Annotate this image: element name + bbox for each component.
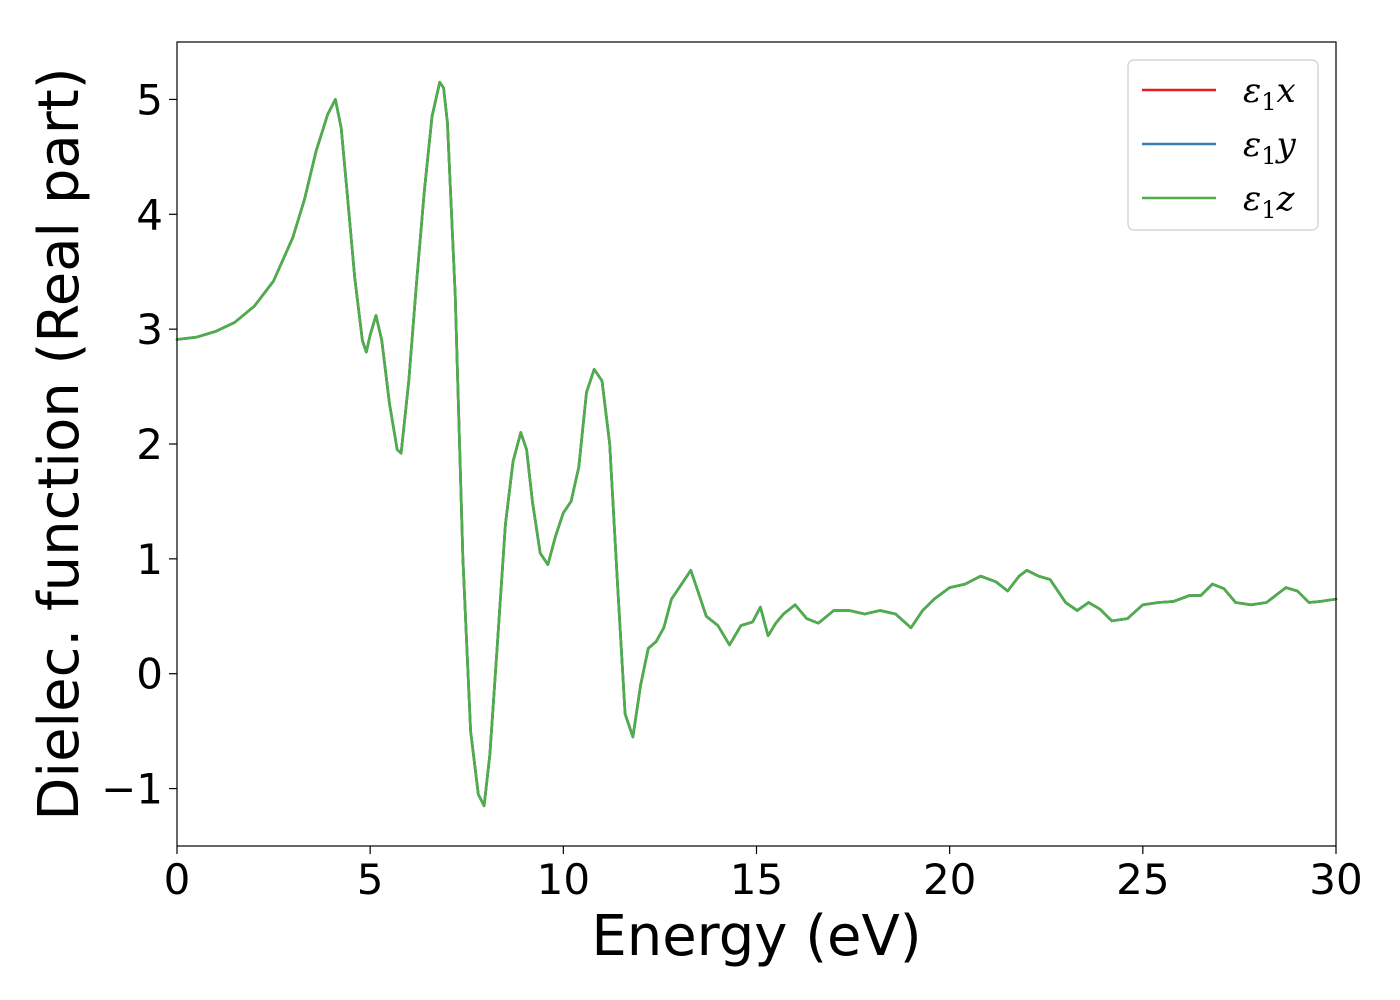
x-tick-label: 25 (1116, 855, 1169, 904)
series-layer (175, 80, 1338, 808)
legend: ε1x ε1y ε1z (1127, 59, 1319, 231)
legend-label-3: ε1z (1243, 179, 1296, 224)
x-tick-label: 15 (730, 855, 783, 904)
y-tick-label: 1 (136, 535, 163, 584)
y-axis-title: Dielec. function (Real part) (27, 67, 92, 820)
x-axis-ticks: 0 5 10 15 20 25 30 (164, 846, 1363, 904)
x-tick-label: 30 (1309, 855, 1362, 904)
y-tick-label: 0 (136, 650, 163, 699)
y-tick-label: 5 (136, 75, 163, 124)
y-tick-label: 2 (136, 420, 163, 469)
legend-label-2: ε1y (1243, 125, 1297, 170)
x-tick-label: 5 (357, 855, 384, 904)
x-tick-label: 20 (923, 855, 976, 904)
x-tick-label: 0 (164, 855, 191, 904)
y-axis-ticks: −1 0 1 2 3 4 5 (101, 75, 177, 814)
y-tick-label: 3 (136, 305, 163, 354)
legend-box (1127, 59, 1319, 231)
legend-label-1: ε1x (1243, 71, 1296, 116)
x-axis-title: Energy (eV) (591, 904, 921, 969)
series-line-3 (175, 80, 1338, 808)
y-tick-label: −1 (101, 765, 163, 814)
y-tick-label: 4 (136, 190, 163, 239)
x-tick-label: 10 (537, 855, 590, 904)
